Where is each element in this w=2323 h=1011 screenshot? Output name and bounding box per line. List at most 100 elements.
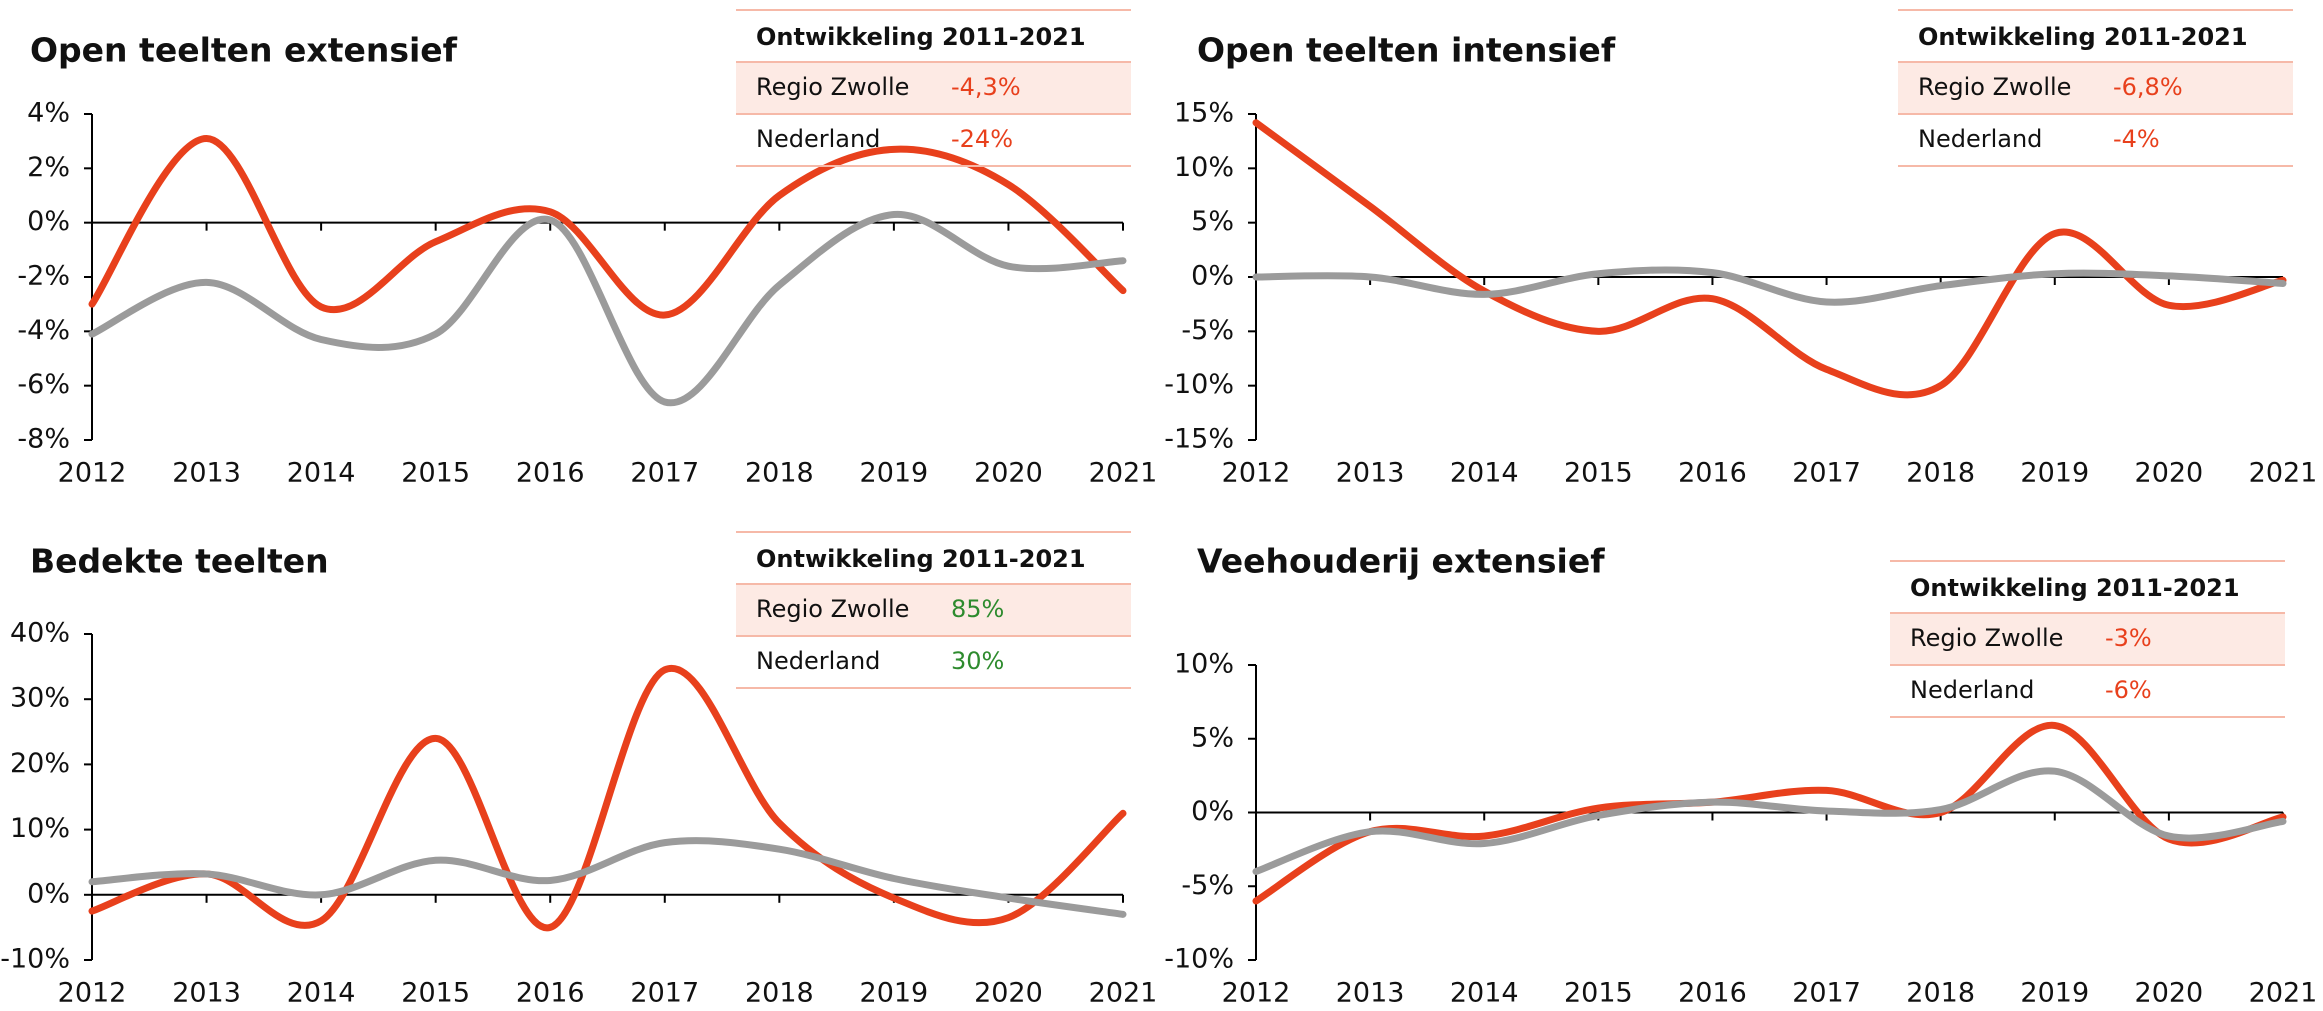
y-tick-label: 20% — [10, 748, 70, 779]
table-row-value: -3% — [2105, 624, 2152, 652]
y-tick-label: -15% — [1164, 424, 1234, 455]
y-tick-label: 30% — [10, 683, 70, 714]
table-row-value: 30% — [951, 647, 1004, 675]
table-row-bg — [1890, 614, 2285, 666]
x-tick-label: 2017 — [1792, 458, 1861, 489]
table-row-value: -24% — [951, 125, 1013, 153]
table-header: Ontwikkeling 2011-2021 — [756, 545, 1086, 573]
chart-title: Veehouderij extensief — [1197, 542, 1605, 581]
x-tick-label: 2020 — [974, 978, 1043, 1009]
chart-title: Open teelten extensief — [30, 31, 458, 70]
table-row-label: Nederland — [756, 647, 880, 675]
table-row-value: -6% — [2105, 676, 2152, 704]
y-tick-label: -6% — [17, 369, 70, 400]
table-header: Ontwikkeling 2011-2021 — [756, 23, 1086, 51]
y-tick-label: -10% — [0, 944, 70, 975]
y-tick-label: -5% — [1181, 870, 1234, 901]
table-row-label: Nederland — [756, 125, 880, 153]
table-row-value: 85% — [951, 595, 1004, 623]
table-row-bg — [1898, 63, 2293, 115]
y-tick-label: 0% — [27, 878, 70, 909]
x-tick-label: 2012 — [1222, 978, 1291, 1009]
x-tick-label: 2017 — [630, 978, 699, 1009]
x-tick-label: 2012 — [1222, 458, 1291, 489]
y-tick-label: -8% — [17, 424, 70, 455]
x-tick-label: 2018 — [1906, 978, 1975, 1009]
table-row-bg — [736, 585, 1131, 637]
chart-title: Bedekte teelten — [30, 542, 329, 581]
y-tick-label: 0% — [1191, 796, 1234, 827]
series-line — [1252, 721, 2287, 905]
y-tick-label: 4% — [27, 98, 70, 129]
x-tick-label: 2021 — [1089, 978, 1158, 1009]
table-row-bg — [736, 63, 1131, 115]
table-header: Ontwikkeling 2011-2021 — [1918, 23, 2248, 51]
x-tick-label: 2015 — [401, 458, 470, 489]
table-row-label: Regio Zwolle — [1910, 624, 2063, 652]
chart-title: Open teelten intensief — [1197, 31, 1616, 70]
x-tick-label: 2014 — [1450, 458, 1519, 489]
table-row-label: Regio Zwolle — [1918, 73, 2071, 101]
table-header: Ontwikkeling 2011-2021 — [1910, 574, 2240, 602]
x-tick-label: 2013 — [172, 978, 241, 1009]
table-row-value: -4% — [2113, 125, 2160, 153]
x-tick-label: 2014 — [287, 978, 356, 1009]
y-tick-label: -2% — [17, 261, 70, 292]
series-line — [1252, 119, 2287, 399]
y-tick-label: -5% — [1181, 315, 1234, 346]
y-tick-label: 15% — [1174, 98, 1234, 129]
x-tick-label: 2012 — [58, 458, 127, 489]
y-tick-label: 2% — [27, 152, 70, 183]
table-row-label: Regio Zwolle — [756, 595, 909, 623]
x-tick-label: 2013 — [1336, 458, 1405, 489]
y-tick-label: 0% — [27, 206, 70, 237]
x-tick-label: 2019 — [2020, 978, 2089, 1009]
x-tick-label: 2018 — [745, 458, 814, 489]
x-tick-label: 2020 — [974, 458, 1043, 489]
y-tick-label: 0% — [1191, 261, 1234, 292]
x-tick-label: 2021 — [1089, 458, 1158, 489]
series-line — [88, 837, 1127, 918]
y-tick-label: 40% — [10, 618, 70, 649]
table-row-value: -6,8% — [2113, 73, 2183, 101]
series-line — [1252, 266, 2287, 306]
x-tick-label: 2021 — [2249, 978, 2318, 1009]
x-tick-label: 2013 — [172, 458, 241, 489]
series-line — [1252, 767, 2287, 875]
x-tick-label: 2017 — [630, 458, 699, 489]
x-tick-label: 2020 — [2135, 458, 2204, 489]
table-row-label: Regio Zwolle — [756, 73, 909, 101]
x-tick-label: 2016 — [516, 978, 585, 1009]
x-tick-label: 2015 — [401, 978, 470, 1009]
y-tick-label: -10% — [1164, 369, 1234, 400]
series-line — [88, 211, 1127, 407]
y-tick-label: -10% — [1164, 944, 1234, 975]
x-tick-label: 2014 — [1450, 978, 1519, 1009]
series-line — [88, 134, 1127, 319]
y-tick-label: -4% — [17, 315, 70, 346]
y-tick-label: 5% — [1191, 206, 1234, 237]
y-tick-label: 10% — [1174, 152, 1234, 183]
x-tick-label: 2013 — [1336, 978, 1405, 1009]
y-tick-label: 10% — [10, 813, 70, 844]
x-tick-label: 2019 — [860, 458, 929, 489]
x-tick-label: 2016 — [1678, 458, 1747, 489]
x-tick-label: 2014 — [287, 458, 356, 489]
x-tick-label: 2017 — [1792, 978, 1861, 1009]
table-row-value: -4,3% — [951, 73, 1021, 101]
series-line — [88, 664, 1127, 931]
x-tick-label: 2016 — [516, 458, 585, 489]
y-tick-label: 10% — [1174, 649, 1234, 680]
x-tick-label: 2018 — [1906, 458, 1975, 489]
table-row-label: Nederland — [1910, 676, 2034, 704]
x-tick-label: 2012 — [58, 978, 127, 1009]
x-tick-label: 2021 — [2249, 458, 2318, 489]
x-tick-label: 2019 — [860, 978, 929, 1009]
x-tick-label: 2020 — [2135, 978, 2204, 1009]
y-tick-label: 5% — [1191, 722, 1234, 753]
x-tick-label: 2015 — [1564, 978, 1633, 1009]
x-tick-label: 2015 — [1564, 458, 1633, 489]
table-row-label: Nederland — [1918, 125, 2042, 153]
x-tick-label: 2016 — [1678, 978, 1747, 1009]
